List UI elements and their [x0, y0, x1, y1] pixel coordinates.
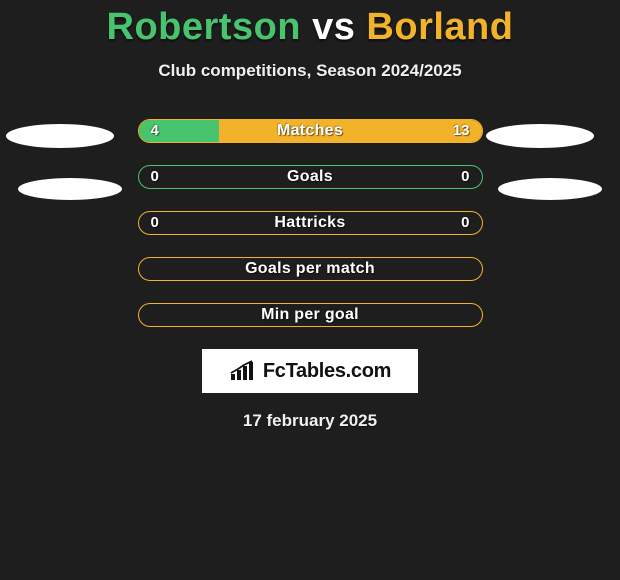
player2-name: Borland [366, 6, 513, 48]
stat-bar: Goals per match [138, 257, 483, 281]
stat-bars: 413Matches 00Goals 00Hattricks Goals per ma… [138, 119, 483, 327]
comparison-infographic: Robertson vs Borland Club competitions, … [0, 0, 620, 580]
logo-text: FcTables.com [263, 360, 391, 383]
title-vs: vs [312, 6, 355, 48]
logo-box: FcTables.com [202, 349, 418, 393]
stat-label: Goals [139, 166, 482, 189]
stat-label: Goals per match [139, 258, 482, 281]
stat-bar: 00Hattricks [138, 211, 483, 235]
logo-chart-icon [229, 360, 257, 382]
stat-bar: Min per goal [138, 303, 483, 327]
stat-label: Min per goal [139, 304, 482, 327]
stat-label: Hattricks [139, 212, 482, 235]
decorative-ellipse-left-1 [6, 124, 114, 148]
stat-bar: 00Goals [138, 165, 483, 189]
decorative-ellipse-left-2 [18, 178, 122, 200]
subtitle: Club competitions, Season 2024/2025 [0, 61, 620, 81]
decorative-ellipse-right-1 [486, 124, 594, 148]
decorative-ellipse-right-2 [498, 178, 602, 200]
footer-date: 17 february 2025 [0, 411, 620, 431]
player1-name: Robertson [107, 6, 302, 48]
stat-label: Matches [139, 120, 482, 143]
stat-bar: 413Matches [138, 119, 483, 143]
page-title: Robertson vs Borland [0, 0, 620, 49]
